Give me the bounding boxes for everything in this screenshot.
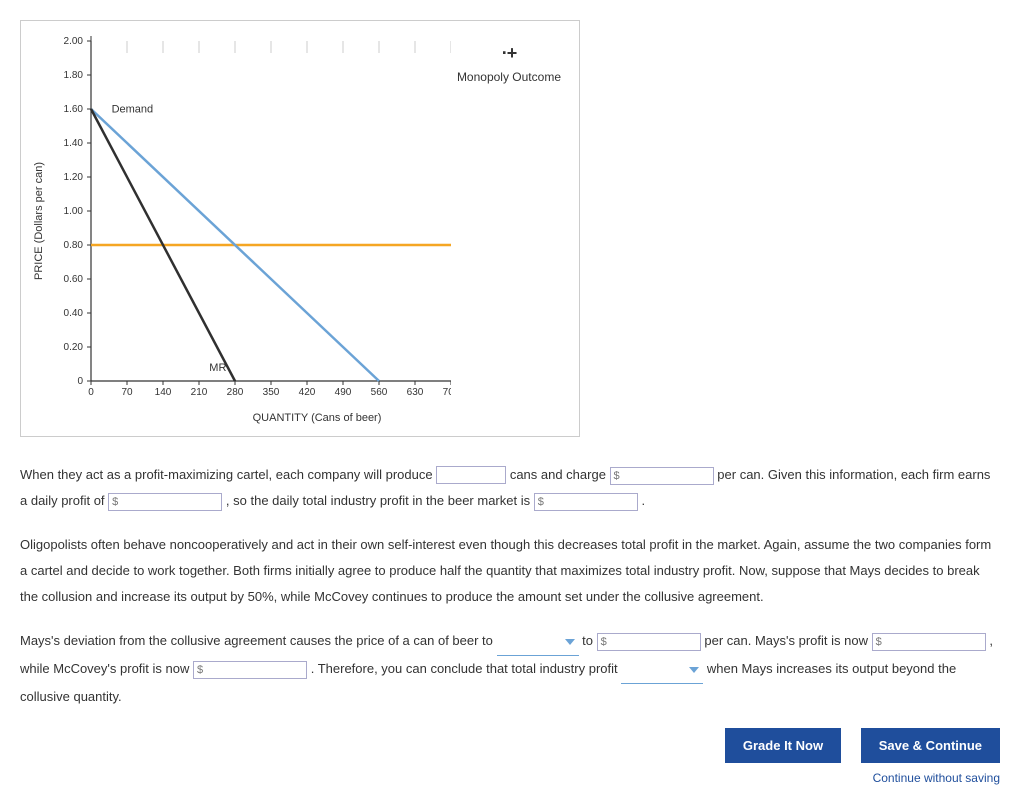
- dollar-icon: $: [109, 491, 121, 513]
- continue-without-saving-link[interactable]: Continue without saving: [873, 771, 1000, 785]
- paragraph-1: When they act as a profit-maximizing car…: [20, 462, 1000, 514]
- question-body: When they act as a profit-maximizing car…: [20, 462, 1000, 710]
- svg-text:70: 70: [121, 387, 133, 398]
- x-axis-label: QUANTITY (Cans of beer): [73, 412, 561, 424]
- svg-text:1.80: 1.80: [64, 70, 84, 81]
- link-row: Continue without saving: [20, 771, 1000, 785]
- dollar-icon: $: [535, 491, 547, 513]
- svg-text:0.80: 0.80: [64, 240, 84, 251]
- dropdown-price-direction[interactable]: [497, 628, 579, 656]
- plot-area[interactable]: 0 0.20 0.40 0.60 0.80 1.00 1.20 1.40 1.60 1.80 2.0…: [51, 33, 451, 408]
- svg-text:0.40: 0.40: [64, 308, 84, 319]
- svg-text:490: 490: [335, 387, 352, 398]
- svg-text:1.40: 1.40: [64, 138, 84, 149]
- text: When they act as a profit-maximizing car…: [20, 467, 436, 482]
- chevron-down-icon: [565, 639, 575, 645]
- text: Mays's deviation from the collusive agre…: [20, 633, 497, 648]
- input-industry-profit[interactable]: $: [534, 493, 638, 511]
- chevron-down-icon: [689, 667, 699, 673]
- button-row: Grade It Now Save & Continue: [20, 728, 1000, 763]
- dollar-icon: $: [598, 631, 610, 653]
- crosshair-icon: ·+: [457, 43, 561, 64]
- input-mays-profit[interactable]: $: [872, 633, 986, 651]
- chart-svg: 0 0.20 0.40 0.60 0.80 1.00 1.20 1.40 1.60 1.80 2.0…: [51, 33, 451, 408]
- y-axis-label: PRICE (Dollars per can): [33, 162, 45, 280]
- paragraph-2: Oligopolists often behave noncooperative…: [20, 532, 1000, 610]
- text: .: [641, 493, 645, 508]
- grade-button[interactable]: Grade It Now: [725, 728, 841, 763]
- svg-text:210: 210: [191, 387, 208, 398]
- dollar-icon: $: [611, 465, 623, 487]
- svg-text:560: 560: [371, 387, 388, 398]
- chart-panel: ·+ Monopoly Outcome PRICE (Dollars per c…: [20, 20, 580, 437]
- legend-monopoly-outcome[interactable]: ·+ Monopoly Outcome: [457, 43, 561, 84]
- input-cans-each[interactable]: [436, 466, 506, 484]
- svg-text:630: 630: [407, 387, 424, 398]
- svg-text:1.60: 1.60: [64, 104, 84, 115]
- svg-text:1.20: 1.20: [64, 172, 84, 183]
- dropdown-profit-direction[interactable]: [621, 656, 703, 684]
- legend-label: Monopoly Outcome: [457, 70, 561, 84]
- svg-text:700: 700: [443, 387, 451, 398]
- save-continue-button[interactable]: Save & Continue: [861, 728, 1000, 763]
- input-firm-profit[interactable]: $: [108, 493, 222, 511]
- text: , so the daily total industry profit in …: [226, 493, 534, 508]
- svg-text:MR: MR: [209, 362, 226, 374]
- text: . Therefore, you can conclude that total…: [311, 661, 622, 676]
- svg-text:Demand: Demand: [112, 103, 154, 115]
- paragraph-3: Mays's deviation from the collusive agre…: [20, 628, 1000, 710]
- input-mccovey-profit[interactable]: $: [193, 661, 307, 679]
- svg-text:140: 140: [155, 387, 172, 398]
- svg-text:1.00: 1.00: [64, 206, 84, 217]
- svg-text:420: 420: [299, 387, 316, 398]
- svg-text:0: 0: [77, 376, 83, 387]
- svg-text:350: 350: [263, 387, 280, 398]
- svg-text:0.20: 0.20: [64, 342, 84, 353]
- dollar-icon: $: [873, 631, 885, 653]
- text: per can. Mays's profit is now: [704, 633, 871, 648]
- input-price-per-can[interactable]: $: [610, 467, 714, 485]
- svg-text:0: 0: [88, 387, 94, 398]
- svg-text:0.60: 0.60: [64, 274, 84, 285]
- text: cans and charge: [510, 467, 610, 482]
- dollar-icon: $: [194, 659, 206, 681]
- svg-text:280: 280: [227, 387, 244, 398]
- text: to: [582, 633, 596, 648]
- input-new-price[interactable]: $: [597, 633, 701, 651]
- svg-text:2.00: 2.00: [64, 36, 84, 47]
